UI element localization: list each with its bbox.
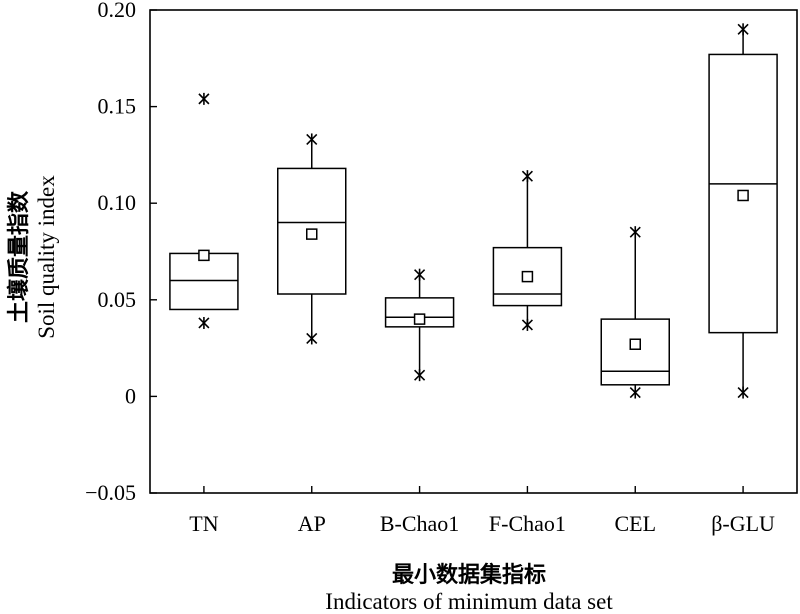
box-group (169, 92, 239, 329)
y-tick-label: 0.10 (98, 190, 137, 215)
box-group (384, 268, 455, 382)
mean-marker (198, 249, 210, 262)
extreme-marker (414, 369, 426, 382)
x-tick-label: β-GLU (711, 511, 775, 536)
mean-marker (521, 270, 534, 283)
mean-marker (737, 189, 749, 202)
y-tick-label: 0.15 (98, 94, 137, 119)
x-tick-label: AP (298, 511, 326, 536)
extreme-marker (198, 92, 210, 105)
x-tick-label: TN (189, 511, 218, 536)
mean-marker (413, 313, 426, 325)
extreme-marker (737, 386, 749, 399)
y-tick-label: −0.05 (85, 480, 136, 505)
extreme-marker (306, 133, 318, 146)
extreme-marker (629, 226, 641, 239)
extreme-marker (629, 386, 641, 399)
extreme-marker (521, 318, 533, 331)
extreme-marker (521, 170, 533, 183)
boxes-layer (169, 23, 778, 399)
x-tick-label: CEL (614, 511, 656, 536)
extreme-marker (198, 316, 210, 329)
y-axis-label: Soil quality index (34, 175, 59, 339)
mean-marker (629, 338, 641, 350)
x-axis-label: Indicators of minimum data set (325, 589, 613, 614)
box (169, 252, 239, 311)
extreme-marker (414, 268, 426, 281)
box-group (708, 23, 778, 399)
x-tick-label: F-Chao1 (489, 511, 566, 536)
y-tick-label: 0.20 (98, 0, 137, 22)
extreme-marker (737, 23, 749, 36)
box-group (600, 226, 670, 399)
axis-labels: 土壤质量指数 Soil quality index 最小数据集指标 Indica… (6, 175, 613, 614)
mean-marker (306, 228, 318, 240)
box-group (277, 133, 347, 345)
box (600, 318, 670, 386)
x-tick-label: B-Chao1 (380, 511, 459, 536)
extreme-marker (306, 332, 318, 345)
y-tick-label: 0.05 (98, 287, 137, 312)
y-tick-label: 0 (125, 383, 136, 408)
box-group (492, 170, 563, 331)
axes: −0.05 0 0.05 0.10 0.15 0.20 TN AP B-Chao1 F-Chao1… (85, 0, 798, 536)
x-axis-label-zh: 最小数据集指标 (392, 562, 546, 588)
y-axis-label-zh: 土壤质量指数 (6, 190, 32, 323)
plot-frame (149, 9, 798, 494)
